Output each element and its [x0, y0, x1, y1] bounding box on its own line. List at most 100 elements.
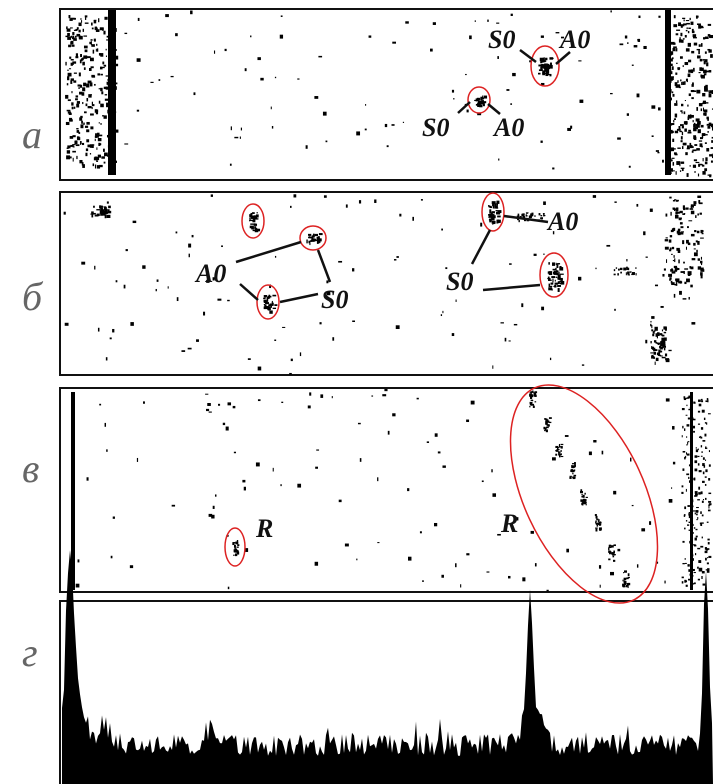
speckle [80, 115, 83, 119]
speckle [92, 104, 95, 107]
speckle [617, 273, 619, 276]
speckle [451, 333, 455, 337]
speckle [211, 514, 215, 519]
speckle [673, 270, 678, 272]
speckle [100, 209, 105, 213]
speckle [232, 542, 235, 546]
speckle [702, 480, 705, 483]
speckle [518, 219, 520, 223]
speckle [681, 576, 684, 579]
speckle [272, 467, 274, 472]
speckle [66, 28, 71, 32]
speckle [89, 41, 92, 45]
speckle [255, 462, 260, 467]
speckle [478, 100, 483, 103]
speckle [669, 235, 673, 238]
speckle [692, 523, 694, 526]
speckle [701, 164, 705, 167]
speckle [687, 564, 690, 567]
speckle [708, 492, 712, 495]
speckle [90, 66, 94, 69]
speckle [707, 118, 709, 121]
speckle [626, 582, 629, 586]
speckle [700, 455, 703, 457]
speckle [694, 495, 697, 497]
speckle [682, 450, 686, 453]
speckle [103, 115, 107, 119]
speckle [491, 217, 495, 221]
speckle [106, 214, 111, 219]
speckle [685, 520, 688, 522]
speckle [317, 240, 320, 244]
speckle [707, 23, 712, 26]
speckle [221, 245, 223, 248]
speckle [497, 210, 501, 215]
speckle [682, 213, 686, 215]
speckle [709, 90, 713, 94]
speckle [455, 563, 457, 568]
speckle [267, 306, 271, 311]
speckle [522, 216, 526, 219]
speckle [239, 136, 241, 139]
speckle [70, 40, 74, 45]
speckle [84, 111, 87, 114]
speckle [317, 236, 320, 238]
speckle [678, 86, 681, 89]
speckle [617, 137, 621, 140]
speckle [78, 22, 82, 27]
speckle [681, 485, 684, 488]
speckle [102, 27, 104, 31]
speckle [691, 150, 694, 153]
speckle [254, 228, 259, 233]
speckle [546, 589, 549, 592]
speckle [636, 564, 639, 568]
speckle [651, 346, 655, 350]
speckle [633, 45, 638, 48]
speckle [208, 513, 213, 517]
speckle [422, 580, 424, 582]
speckle [652, 333, 655, 337]
speckle [702, 457, 705, 460]
speckle [654, 284, 659, 287]
annotation: R [255, 514, 273, 543]
speckle [693, 477, 696, 481]
speckle [530, 391, 533, 394]
speckle [87, 105, 92, 109]
speckle [544, 418, 547, 420]
speckle [682, 240, 685, 245]
speckle [696, 230, 700, 234]
speckle [696, 519, 698, 521]
speckle [681, 581, 684, 584]
speckle [100, 212, 104, 216]
speckle [697, 120, 701, 125]
speckle [673, 118, 676, 120]
speckle [529, 392, 531, 394]
speckle [693, 242, 696, 246]
speckle [574, 465, 576, 467]
speckle [634, 267, 637, 269]
speckle [491, 211, 495, 214]
speckle [700, 445, 703, 448]
speckle [517, 213, 520, 217]
speckle [252, 219, 256, 223]
speckle [529, 401, 533, 404]
connector [503, 214, 549, 224]
speckle [233, 544, 236, 548]
speckle [80, 18, 82, 20]
speckle [74, 17, 76, 20]
speckle [555, 449, 559, 452]
speckle [693, 136, 697, 140]
speckle [692, 36, 697, 39]
speckle [272, 307, 277, 310]
speckle [80, 58, 83, 62]
speckle [687, 441, 689, 445]
speckle [91, 44, 95, 47]
speckle [365, 104, 367, 106]
speckle [579, 99, 584, 103]
speckle [68, 15, 71, 19]
speckle [207, 403, 211, 406]
speckle [599, 521, 602, 524]
speckle [541, 63, 544, 68]
speckle [588, 451, 592, 456]
speckle [75, 98, 78, 101]
